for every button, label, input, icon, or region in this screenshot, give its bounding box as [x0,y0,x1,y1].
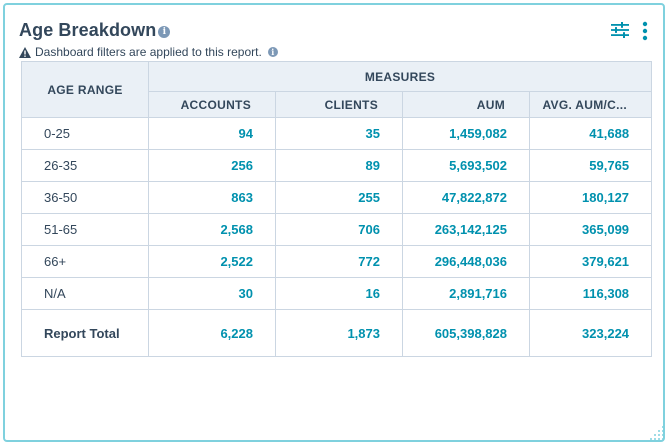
report-card: Age Breakdown i Dashboard filters are ap… [3,3,665,442]
table-row: 36-50 863 255 47,822,872 180,127 [21,181,653,214]
resize-grip-icon[interactable] [647,423,665,441]
filter-notice: Dashboard filters are applied to this re… [19,45,278,59]
age-range-cell: 0-25 [21,117,149,150]
table-row: 26-35 256 89 5,693,502 59,765 [21,149,653,182]
accounts-cell[interactable]: 30 [148,277,276,310]
accounts-header[interactable]: ACCOUNTS [148,91,276,118]
avg-aum-cell[interactable]: 379,621 [528,245,653,278]
avg-aum-total-cell[interactable]: 323,224 [528,309,653,357]
clients-cell[interactable]: 89 [275,149,403,182]
table-row: N/A 30 16 2,891,716 116,308 [21,277,653,310]
clients-cell[interactable]: 772 [275,245,403,278]
accounts-cell[interactable]: 863 [148,181,276,214]
age-range-cell: 51-65 [21,213,149,246]
avg-aum-cell[interactable]: 180,127 [528,181,653,214]
accounts-cell[interactable]: 2,522 [148,245,276,278]
table-row: 0-25 94 35 1,459,082 41,688 [21,117,653,150]
card-header: Age Breakdown i [19,20,171,41]
sliders-icon[interactable] [611,21,629,39]
age-range-cell: N/A [21,277,149,310]
age-range-cell: 26-35 [21,149,149,182]
avg-aum-cell[interactable]: 41,688 [528,117,653,150]
aum-cell[interactable]: 47,822,872 [402,181,530,214]
info-icon[interactable]: i [158,25,171,38]
warning-icon [19,46,31,58]
accounts-cell[interactable]: 256 [148,149,276,182]
avg-aum-cell[interactable]: 365,099 [528,213,653,246]
clients-cell[interactable]: 16 [275,277,403,310]
aum-cell[interactable]: 2,891,716 [402,277,530,310]
accounts-total-cell[interactable]: 6,228 [148,309,276,357]
aum-total-cell[interactable]: 605,398,828 [402,309,530,357]
report-total-row: Report Total 6,228 1,873 605,398,828 323… [21,309,653,357]
avg-aum-cell[interactable]: 116,308 [528,277,653,310]
clients-cell[interactable]: 255 [275,181,403,214]
aum-header[interactable]: AUM [402,91,530,118]
clients-cell[interactable]: 35 [275,117,403,150]
clients-cell[interactable]: 706 [275,213,403,246]
accounts-cell[interactable]: 94 [148,117,276,150]
age-breakdown-table: AGE RANGE MEASURES ACCOUNTS CLIENTS AUM … [21,60,653,357]
age-range-cell: 66+ [21,245,149,278]
avg-aum-cell[interactable]: 59,765 [528,149,653,182]
report-total-label: Report Total [21,309,149,357]
clients-header[interactable]: CLIENTS [275,91,403,118]
clients-total-cell[interactable]: 1,873 [275,309,403,357]
table-row: 66+ 2,522 772 296,448,036 379,621 [21,245,653,278]
measures-header: MEASURES [147,60,653,93]
aum-cell[interactable]: 1,459,082 [402,117,530,150]
avg-aum-header[interactable]: AVG. AUM/C... [528,91,653,118]
table-row: 51-65 2,568 706 263,142,125 365,099 [21,213,653,246]
filter-notice-text: Dashboard filters are applied to this re… [35,45,262,59]
aum-cell[interactable]: 296,448,036 [402,245,530,278]
vertical-dots-icon[interactable] [641,21,649,41]
aum-cell[interactable]: 5,693,502 [402,149,530,182]
filter-info-icon[interactable]: i [267,47,278,57]
accounts-cell[interactable]: 2,568 [148,213,276,246]
age-range-header[interactable]: AGE RANGE [21,61,149,118]
aum-cell[interactable]: 263,142,125 [402,213,530,246]
age-range-cell: 36-50 [21,181,149,214]
report-title: Age Breakdown [19,20,157,40]
